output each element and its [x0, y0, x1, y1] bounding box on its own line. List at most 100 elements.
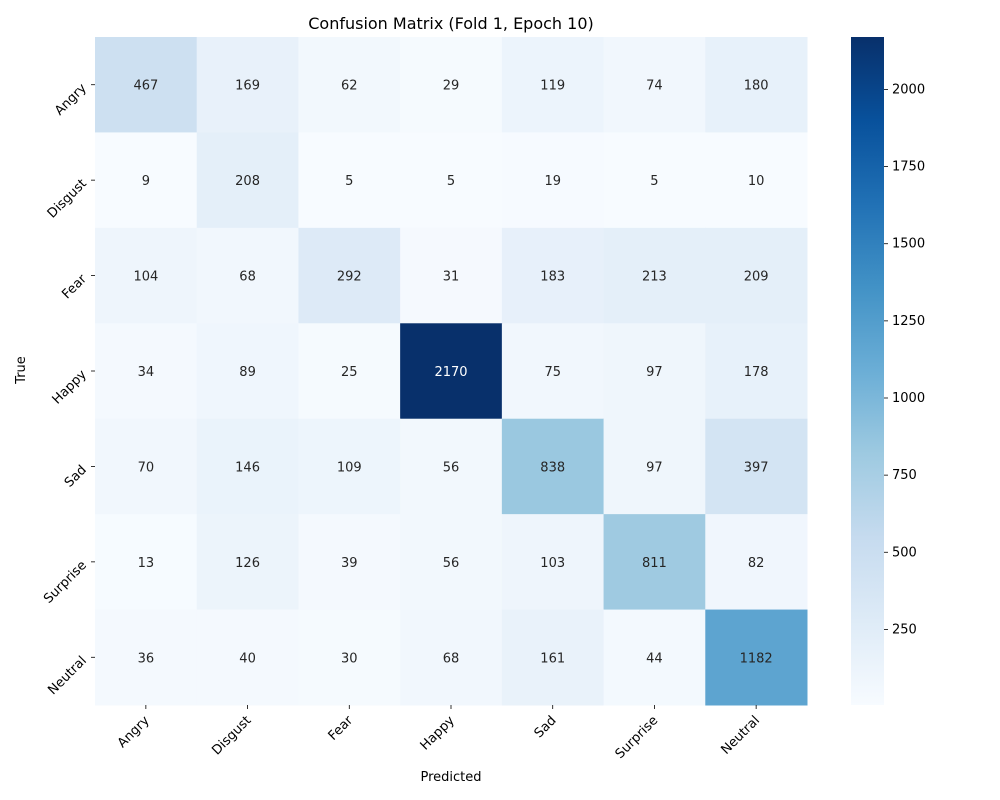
heatmap-cell-5-2	[298, 514, 401, 611]
heatmap-cell-5-1	[196, 514, 299, 611]
heatmap-cell-3-5	[603, 323, 706, 420]
cell-value-6-1: 40	[239, 651, 256, 666]
y-axis-label: True	[14, 356, 29, 385]
heatmap-cell-2-1	[196, 227, 299, 324]
cell-value-1-1: 208	[235, 174, 260, 189]
heatmap-cell-labels: 467 169 62 29 119 74 180 9 208 5 5 19 5 10 104 68 292 31 1…	[133, 79, 772, 667]
heatmap-cell-4-6	[705, 418, 808, 515]
heatmap-cell-3-3	[400, 323, 503, 420]
heatmap-cell-4-1	[196, 418, 299, 515]
y-tick-label-1: Disgust	[45, 176, 90, 221]
heatmap-cell-1-0	[95, 132, 198, 229]
chart-title: Confusion Matrix (Fold 1, Epoch 10)	[308, 14, 594, 33]
heatmap-cell-5-4	[501, 514, 605, 611]
heatmap-cell-1-3	[400, 132, 503, 229]
heatmap-cell-4-0	[95, 418, 198, 515]
heatmap-cell-1-2	[298, 132, 401, 229]
x-axis-label: Predicted	[420, 770, 481, 785]
cell-value-4-4: 838	[540, 460, 565, 475]
cell-value-1-6: 10	[748, 174, 765, 189]
cell-value-4-2: 109	[337, 460, 362, 475]
heatmap-cell-0-0	[95, 37, 198, 133]
colorbar-tick-label-0: 250	[892, 622, 917, 637]
heatmap-cell-0-6	[705, 37, 808, 133]
cell-value-6-6: 1182	[740, 651, 773, 666]
cell-value-1-2: 5	[345, 174, 353, 189]
cell-value-5-4: 103	[540, 556, 565, 571]
cell-value-4-0: 70	[138, 460, 155, 475]
cell-value-4-3: 56	[443, 460, 460, 475]
cell-value-5-6: 82	[748, 556, 765, 571]
x-axis-ticks: Angry Disgust Fear Happy Sad Surprise Neutral	[115, 705, 763, 762]
heatmap-cell-0-2	[298, 37, 401, 133]
x-tick-label-0: Angry	[115, 713, 153, 751]
cell-value-2-1: 68	[239, 270, 256, 285]
cell-value-4-6: 397	[744, 460, 769, 475]
y-tick-label-5: Surprise	[41, 558, 90, 607]
cell-value-6-2: 30	[341, 651, 358, 666]
cell-value-3-1: 89	[239, 365, 256, 380]
cell-value-5-2: 39	[341, 556, 358, 571]
colorbar-tick-label-2: 750	[892, 468, 917, 483]
heatmap-cell-6-6	[705, 609, 808, 706]
y-axis-ticks: Angry Disgust Fear Happy Sad Surprise Neutral	[41, 81, 95, 698]
cell-value-3-0: 34	[138, 365, 155, 380]
heatmap-cell-1-5	[603, 132, 706, 229]
heatmap-cell-6-3	[400, 609, 503, 706]
heatmap-cell-2-6	[705, 227, 808, 324]
heatmap-cell-3-1	[196, 323, 299, 420]
heatmap-cell-6-1	[196, 609, 299, 706]
heatmap-cell-0-4	[501, 37, 605, 133]
cell-value-2-3: 31	[443, 270, 460, 285]
heatmap-cell-2-0	[95, 227, 198, 324]
cell-value-0-5: 74	[646, 79, 663, 94]
heatmap-cell-6-4	[501, 609, 605, 706]
y-tick-label-2: Fear	[59, 271, 90, 302]
heatmap-cell-3-4	[501, 323, 605, 420]
cell-value-0-0: 467	[133, 79, 158, 94]
heatmap-cell-6-2	[298, 609, 401, 706]
cell-value-3-4: 75	[544, 365, 561, 380]
colorbar: 250 500 750 1000 1250 1500 1750 2000	[851, 37, 925, 705]
cell-value-3-3: 2170	[434, 365, 467, 380]
heatmap-cell-6-0	[95, 609, 198, 706]
x-tick-label-1: Disgust	[209, 713, 254, 758]
heatmap-cell-5-0	[95, 514, 198, 611]
cell-value-6-4: 161	[540, 651, 565, 666]
heatmap-cell-1-1	[196, 132, 299, 229]
x-tick-label-6: Neutral	[718, 713, 763, 758]
cell-value-0-1: 169	[235, 79, 260, 94]
heatmap-cell-4-4	[501, 418, 605, 515]
cell-value-2-0: 104	[133, 270, 158, 285]
cell-value-1-0: 9	[142, 174, 150, 189]
cell-value-6-0: 36	[138, 651, 155, 666]
heatmap-cell-2-4	[501, 227, 605, 324]
heatmap-cell-6-5	[603, 609, 706, 706]
heatmap-cell-5-6	[705, 514, 808, 611]
cell-value-2-5: 213	[642, 270, 667, 285]
cell-value-1-3: 5	[447, 174, 455, 189]
colorbar-tick-label-7: 2000	[892, 82, 925, 97]
heatmap-cell-2-3	[400, 227, 503, 324]
cell-value-1-4: 19	[544, 174, 561, 189]
heatmap-cell-3-6	[705, 323, 808, 420]
cell-value-5-5: 811	[642, 556, 667, 571]
cell-value-6-5: 44	[646, 651, 663, 666]
cell-value-0-3: 29	[443, 79, 460, 94]
cell-value-4-1: 146	[235, 460, 260, 475]
cell-value-2-2: 292	[337, 270, 362, 285]
colorbar-tick-label-5: 1500	[892, 237, 925, 252]
cell-value-0-6: 180	[744, 79, 769, 94]
colorbar-tick-label-4: 1250	[892, 314, 925, 329]
cell-value-5-0: 13	[138, 556, 155, 571]
heatmap-cell-4-3	[400, 418, 503, 515]
y-tick-label-6: Neutral	[45, 654, 90, 699]
heatmap-cell-5-3	[400, 514, 503, 611]
heatmap-cell-3-0	[95, 323, 198, 420]
colorbar-tick-label-3: 1000	[892, 391, 925, 406]
heatmap-cell-4-2	[298, 418, 401, 515]
colorbar-tick-label-6: 1750	[892, 160, 925, 175]
heatmap-cell-0-3	[400, 37, 503, 133]
y-tick-label-3: Happy	[50, 367, 90, 407]
